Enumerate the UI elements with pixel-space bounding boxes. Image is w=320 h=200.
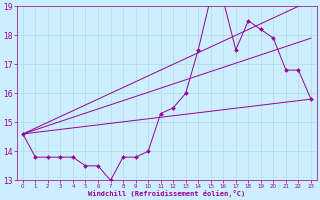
- X-axis label: Windchill (Refroidissement éolien,°C): Windchill (Refroidissement éolien,°C): [88, 190, 245, 197]
